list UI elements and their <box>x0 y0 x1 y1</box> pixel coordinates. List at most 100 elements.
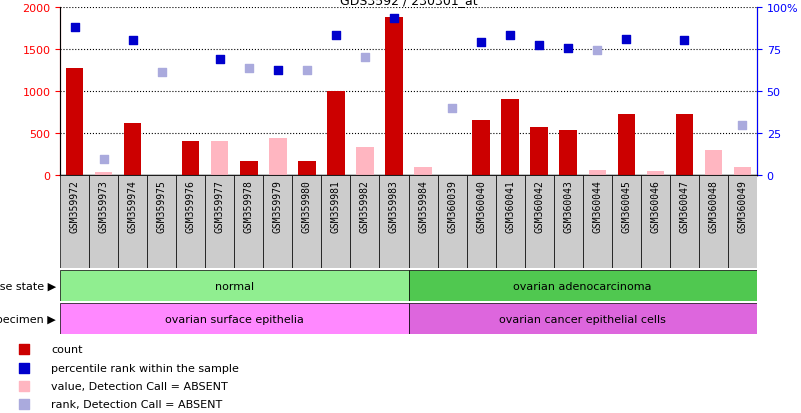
Text: GSM359978: GSM359978 <box>244 180 254 233</box>
Text: GSM359979: GSM359979 <box>273 180 283 233</box>
Bar <box>327 92 344 176</box>
Point <box>300 68 313 74</box>
Bar <box>698 176 728 268</box>
Point <box>18 346 30 353</box>
Point <box>272 68 284 74</box>
Point <box>127 37 139 44</box>
Bar <box>380 176 409 268</box>
Bar <box>205 176 234 268</box>
Bar <box>496 176 525 268</box>
Text: GSM360047: GSM360047 <box>679 180 690 233</box>
Bar <box>437 176 466 268</box>
Text: ovarian adenocarcinoma: ovarian adenocarcinoma <box>513 281 652 291</box>
Bar <box>356 148 373 176</box>
Bar <box>182 142 199 176</box>
Point <box>155 70 168 76</box>
Text: normal: normal <box>215 281 254 291</box>
Point <box>562 46 574 52</box>
Bar <box>675 114 693 176</box>
Point <box>359 54 372 61</box>
Bar <box>705 150 722 176</box>
Text: GSM359975: GSM359975 <box>157 180 167 233</box>
Bar <box>618 114 635 176</box>
Point <box>533 43 545 50</box>
Text: rank, Detection Call = ABSENT: rank, Detection Call = ABSENT <box>51 399 223 409</box>
Text: GSM360049: GSM360049 <box>738 180 747 233</box>
Point <box>591 47 604 54</box>
Point <box>329 32 342 39</box>
Text: GSM360043: GSM360043 <box>563 180 574 233</box>
Bar <box>298 161 316 176</box>
Title: GDS3592 / 230301_at: GDS3592 / 230301_at <box>340 0 477 7</box>
Text: count: count <box>51 344 83 355</box>
Bar <box>350 176 380 268</box>
Text: GSM360041: GSM360041 <box>505 180 515 233</box>
Point <box>68 25 81 32</box>
Point <box>213 57 226 64</box>
Point <box>475 39 488 46</box>
Bar <box>60 304 409 335</box>
Bar <box>95 173 112 176</box>
Text: percentile rank within the sample: percentile rank within the sample <box>51 363 239 373</box>
Bar <box>66 69 83 176</box>
Point <box>445 105 458 112</box>
Text: GSM360040: GSM360040 <box>476 180 486 233</box>
Bar <box>646 171 664 176</box>
Text: GSM359972: GSM359972 <box>70 180 79 233</box>
Bar <box>147 176 176 268</box>
Text: GSM359981: GSM359981 <box>331 180 341 233</box>
Text: GSM359984: GSM359984 <box>418 180 428 233</box>
Point <box>18 382 30 389</box>
Point <box>18 364 30 371</box>
Text: value, Detection Call = ABSENT: value, Detection Call = ABSENT <box>51 381 228 391</box>
Point <box>18 401 30 407</box>
Text: ovarian surface epithelia: ovarian surface epithelia <box>165 314 304 324</box>
Bar <box>670 176 698 268</box>
Text: GSM359974: GSM359974 <box>127 180 138 233</box>
Bar <box>473 120 489 176</box>
Bar <box>264 176 292 268</box>
Text: GSM360046: GSM360046 <box>650 180 660 233</box>
Bar <box>641 176 670 268</box>
Bar <box>60 271 409 301</box>
Bar <box>409 176 437 268</box>
Bar <box>612 176 641 268</box>
Bar <box>582 176 612 268</box>
Point <box>243 65 256 72</box>
Text: ovarian cancer epithelial cells: ovarian cancer epithelial cells <box>499 314 666 324</box>
Bar <box>409 304 757 335</box>
Text: GSM359982: GSM359982 <box>360 180 370 233</box>
Text: GSM359980: GSM359980 <box>302 180 312 233</box>
Bar <box>124 123 141 176</box>
Bar <box>466 176 496 268</box>
Text: GSM359977: GSM359977 <box>215 180 225 233</box>
Bar <box>89 176 118 268</box>
Bar <box>501 100 519 176</box>
Bar <box>321 176 350 268</box>
Bar <box>409 271 757 301</box>
Text: GSM360042: GSM360042 <box>534 180 544 233</box>
Bar <box>559 131 577 176</box>
Bar <box>525 176 553 268</box>
Bar <box>60 176 89 268</box>
Bar <box>530 128 548 176</box>
Bar <box>240 161 257 176</box>
Bar <box>292 176 321 268</box>
Text: GSM359983: GSM359983 <box>389 180 399 233</box>
Bar <box>589 171 606 176</box>
Bar <box>385 17 403 176</box>
Point <box>736 122 749 129</box>
Text: GSM359973: GSM359973 <box>99 180 109 233</box>
Point <box>97 156 110 163</box>
Bar <box>118 176 147 268</box>
Point <box>678 38 690 45</box>
Bar <box>734 168 751 176</box>
Text: GSM360044: GSM360044 <box>592 180 602 233</box>
Text: specimen ▶: specimen ▶ <box>0 314 56 324</box>
Bar <box>728 176 757 268</box>
Text: GSM360045: GSM360045 <box>622 180 631 233</box>
Bar <box>176 176 205 268</box>
Point <box>620 37 633 43</box>
Bar <box>414 167 432 176</box>
Bar <box>553 176 582 268</box>
